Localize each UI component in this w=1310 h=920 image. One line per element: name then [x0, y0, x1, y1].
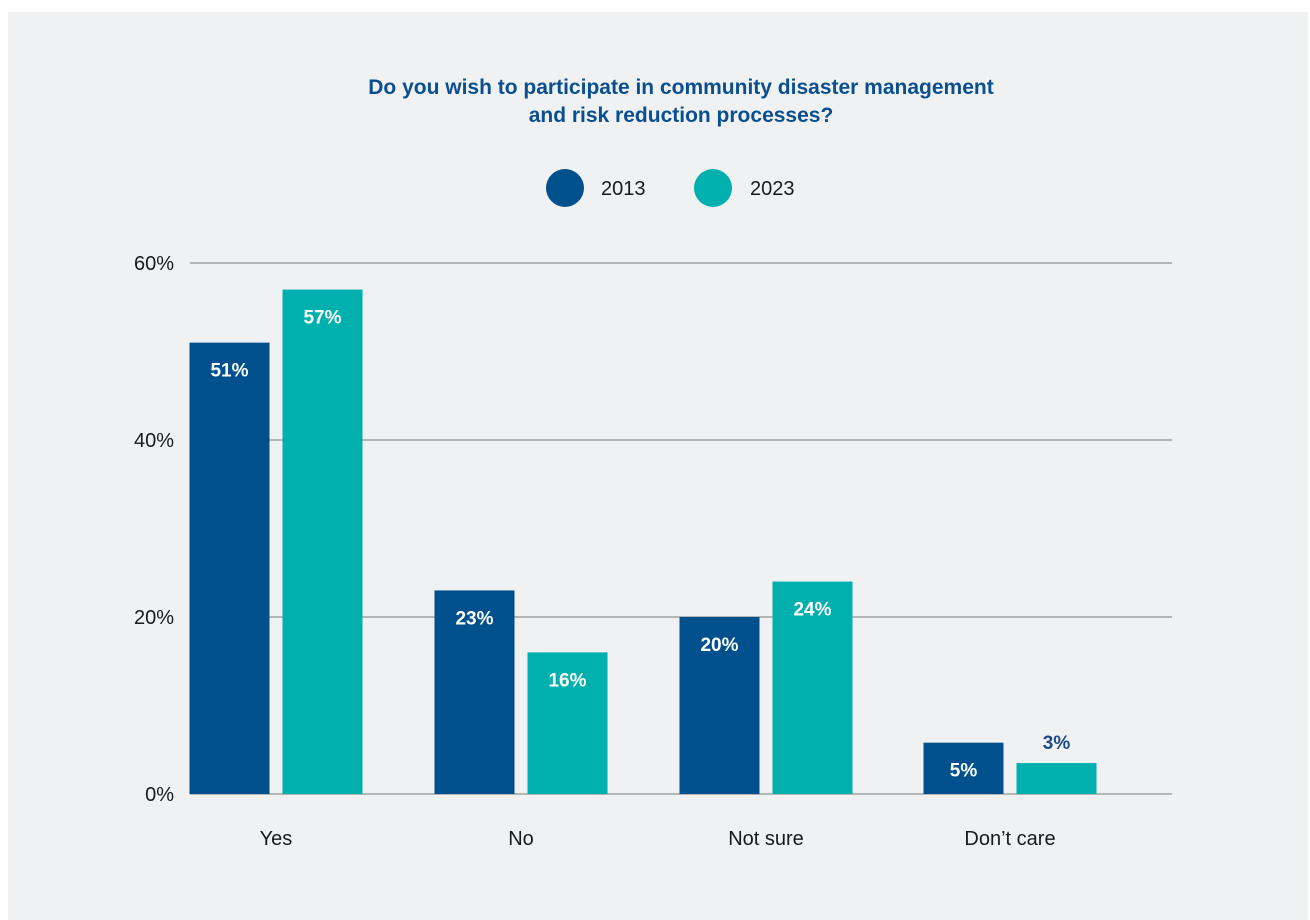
x-axis-categories: Yes No Not sure Don’t care	[260, 828, 1056, 850]
y-tick-label: 60%	[134, 253, 174, 275]
bar-2023-1	[527, 652, 608, 794]
bar-2013-0	[189, 342, 270, 794]
y-tick-label: 20%	[134, 607, 174, 629]
chart-title: Do you wish to participate in community …	[368, 76, 993, 127]
chart-title-line: Do you wish to participate in community …	[368, 76, 993, 99]
category-label: Yes	[260, 828, 293, 850]
y-axis-ticks: 0% 20% 40% 60%	[134, 253, 174, 806]
data-label-2023-2: 24%	[793, 600, 831, 621]
data-label-2023-1: 16%	[548, 670, 586, 691]
bar-2013-1	[434, 590, 515, 794]
legend: 2013 2023	[546, 169, 795, 207]
category-label: Don’t care	[964, 828, 1055, 850]
bar-2023-0	[282, 289, 363, 794]
legend-swatch-2023	[694, 169, 732, 207]
data-labels: 51% 57% 23% 16% 20% 24% 5% 3%	[210, 308, 1070, 782]
y-tick-label: 0%	[145, 784, 174, 806]
bar-2023-3	[1016, 763, 1097, 794]
chart-svg: Do you wish to participate in community …	[134, 76, 1172, 850]
chart-title-line: and risk reduction processes?	[529, 104, 834, 127]
bar-2013-3	[923, 742, 1004, 794]
data-label-2023-3: 3%	[1043, 733, 1071, 754]
bar-2023-2	[772, 581, 853, 794]
data-label-2013-2: 20%	[700, 635, 738, 656]
legend-label-2013: 2013	[601, 178, 646, 200]
category-label: No	[508, 828, 534, 850]
data-label-2013-3: 5%	[950, 761, 978, 782]
legend-swatch-2013	[546, 169, 584, 207]
category-label: Not sure	[728, 828, 804, 850]
data-label-2023-0: 57%	[303, 308, 341, 329]
data-label-2013-0: 51%	[210, 361, 248, 382]
bar-2013-2	[679, 617, 760, 794]
legend-label-2023: 2023	[750, 178, 795, 200]
y-tick-label: 40%	[134, 430, 174, 452]
bars	[189, 289, 1097, 794]
chart-panel: Do you wish to participate in community …	[8, 12, 1308, 920]
data-label-2013-1: 23%	[455, 608, 493, 629]
